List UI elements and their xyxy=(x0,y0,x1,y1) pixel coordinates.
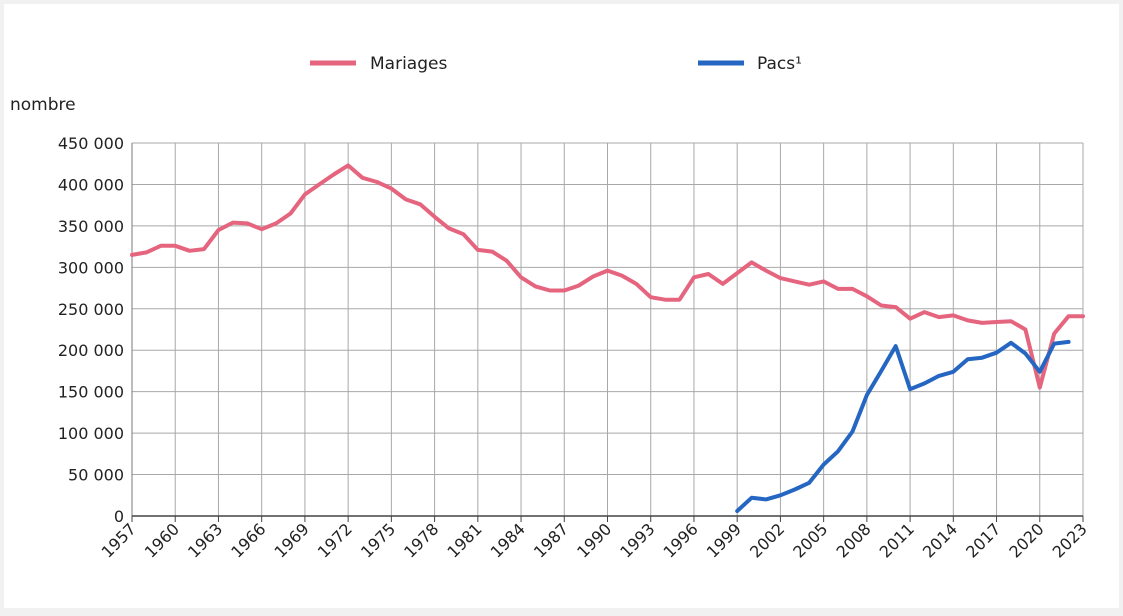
y-tick-label: 0 xyxy=(114,507,124,526)
chart-panel: 0 50 000 100 000 150 000 200 000 250 000 300 0… xyxy=(4,4,1119,608)
series-line-mariages xyxy=(130,163,1085,390)
line-chart: 0 50 000 100 000 150 000 200 000 250 000 300 0… xyxy=(10,54,1091,562)
x-tick-label: 1963 xyxy=(184,519,226,561)
x-tick-label: 1972 xyxy=(314,519,356,561)
x-tick-label: 1987 xyxy=(530,519,572,561)
x-tick-label: 1990 xyxy=(573,519,615,561)
y-tick-label: 350 000 xyxy=(58,217,124,236)
x-tick-label: 2002 xyxy=(746,519,788,561)
x-tick-label: 1993 xyxy=(616,519,658,561)
legend-item-pacs: Pacs¹ xyxy=(698,54,802,74)
y-tick-label: 100 000 xyxy=(58,424,124,443)
x-tick-label: 1975 xyxy=(357,519,399,561)
x-tick-label: 2008 xyxy=(832,519,874,561)
x-tick-label: 2005 xyxy=(789,519,831,561)
y-axis-title: nombre xyxy=(10,95,76,115)
grid xyxy=(131,142,1084,516)
y-tick-label: 50 000 xyxy=(68,466,124,485)
x-tick-label: 1984 xyxy=(487,519,529,561)
x-tick-label: 1960 xyxy=(141,519,183,561)
y-tick-label: 400 000 xyxy=(58,175,124,194)
x-tick-label: 1978 xyxy=(400,519,442,561)
tick-labels: 0 50 000 100 000 150 000 200 000 250 000 300 0… xyxy=(58,134,1091,562)
x-tick-label: 2023 xyxy=(1049,519,1091,561)
legend-item-mariages: Mariages xyxy=(310,54,447,74)
x-tick-label: 2017 xyxy=(962,519,1004,561)
x-tick-label: 1996 xyxy=(660,519,702,561)
x-tick-label: 1957 xyxy=(98,519,140,561)
x-tick-label: 1969 xyxy=(271,519,313,561)
y-tick-label: 150 000 xyxy=(58,383,124,402)
x-tick-label: 2011 xyxy=(876,519,918,561)
x-tick-label: 1981 xyxy=(443,519,485,561)
x-tick-label: 2014 xyxy=(919,519,961,561)
legend: Mariages Pacs¹ xyxy=(310,54,802,74)
y-tick-label: 450 000 xyxy=(58,134,124,153)
series-lines xyxy=(130,163,1085,513)
legend-label-pacs: Pacs¹ xyxy=(757,54,802,74)
axes xyxy=(131,143,1084,522)
y-tick-label: 200 000 xyxy=(58,341,124,360)
x-tick-label: 1999 xyxy=(703,519,745,561)
y-tick-label: 250 000 xyxy=(58,300,124,319)
x-tick-label: 1966 xyxy=(227,519,269,561)
legend-label-mariages: Mariages xyxy=(370,54,447,74)
y-tick-label: 300 000 xyxy=(58,258,124,277)
series-line-pacs xyxy=(735,339,1071,513)
x-tick-label: 2020 xyxy=(1005,519,1047,561)
